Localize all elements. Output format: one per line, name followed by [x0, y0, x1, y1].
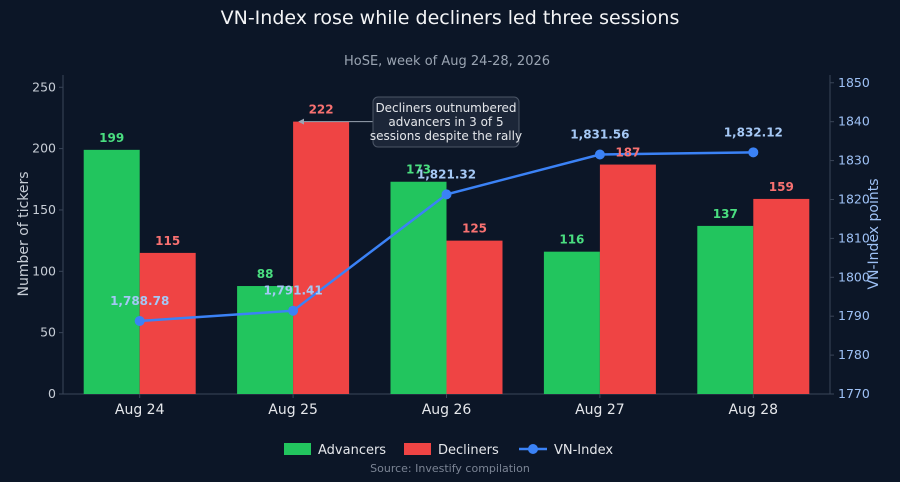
vn-index-point — [134, 315, 145, 326]
y-tick-right: 1790 — [838, 308, 870, 323]
decliner-value-label: 159 — [769, 180, 794, 194]
chart-title: VN-Index rose while decliners led three … — [221, 7, 680, 29]
decliner-bar — [446, 240, 503, 394]
source-note: Source: Investify compilation — [370, 462, 530, 475]
decliner-bar — [753, 198, 810, 394]
annotation-box — [372, 96, 520, 148]
decliner-value-label: 187 — [615, 146, 640, 160]
x-tick-label: Aug 26 — [422, 402, 472, 418]
y-axis-title-right: VN-Index points — [866, 178, 882, 289]
y-tick-right: 1780 — [838, 347, 870, 362]
x-tick-label: Aug 27 — [575, 402, 625, 418]
y-tick-left: 150 — [32, 202, 56, 217]
vn-index-value-label: 1,788.78 — [110, 294, 169, 308]
decliner-bar — [599, 164, 656, 394]
vn-index-point — [441, 189, 452, 200]
y-tick-left: 0 — [48, 386, 56, 401]
advancer-value-label: 199 — [99, 131, 124, 145]
vn-index-value-label: 1,821.32 — [417, 167, 476, 181]
y-tick-right: 1810 — [838, 230, 870, 245]
legend-label-advancers: Advancers — [318, 443, 386, 458]
advancer-bar — [543, 251, 600, 394]
decliner-value-label: 115 — [155, 234, 180, 248]
y-tick-right: 1840 — [838, 114, 870, 129]
y-tick-right: 1850 — [838, 75, 870, 90]
legend-label-decliners: Decliners — [438, 443, 499, 458]
chart-subtitle: HoSE, week of Aug 24-28, 2026 — [344, 54, 550, 69]
legend-marker-vn-index — [528, 444, 538, 454]
annotation-text: advancers in 3 of 5 — [388, 115, 503, 129]
y-tick-left: 200 — [32, 141, 56, 156]
advancer-value-label: 116 — [559, 233, 584, 247]
x-tick-label: Aug 25 — [268, 402, 318, 418]
vn-index-value-label: 1,832.12 — [724, 125, 783, 139]
advancer-value-label: 137 — [713, 207, 738, 221]
advancer-value-label: 173 — [406, 163, 431, 177]
y-tick-left: 100 — [32, 263, 56, 278]
y-tick-left: 50 — [40, 325, 56, 340]
vn-index-point — [594, 149, 605, 160]
advancer-bar — [390, 181, 447, 394]
vn-index-point — [748, 147, 759, 158]
decliner-value-label: 125 — [462, 222, 487, 236]
decliner-bar — [139, 252, 196, 394]
decliner-bar — [293, 121, 350, 394]
advancer-bar — [237, 286, 294, 394]
legend-swatch-decliners — [404, 443, 431, 455]
annotation-text: Decliners outnumbered — [375, 101, 516, 115]
legend-swatch-advancers — [284, 443, 311, 455]
x-tick-label: Aug 24 — [115, 402, 165, 418]
decliner-value-label: 222 — [309, 103, 334, 117]
y-axis-title-left: Number of tickers — [16, 172, 32, 297]
y-tick-right: 1800 — [838, 269, 870, 284]
advancer-bar — [697, 225, 754, 394]
y-tick-right: 1830 — [838, 153, 870, 168]
vn-index-value-label: 1,831.56 — [570, 128, 629, 142]
y-tick-left: 250 — [32, 79, 56, 94]
advancer-bar — [83, 149, 140, 394]
annotation-text: sessions despite the rally — [370, 129, 522, 143]
y-tick-right: 1770 — [838, 386, 870, 401]
x-tick-label: Aug 28 — [728, 402, 778, 418]
advancer-value-label: 88 — [257, 267, 274, 281]
vn-index-point — [288, 305, 299, 316]
legend-label-vn-index: VN-Index — [554, 443, 613, 458]
y-tick-right: 1820 — [838, 191, 870, 206]
vn-index-value-label: 1,791.41 — [263, 284, 322, 298]
